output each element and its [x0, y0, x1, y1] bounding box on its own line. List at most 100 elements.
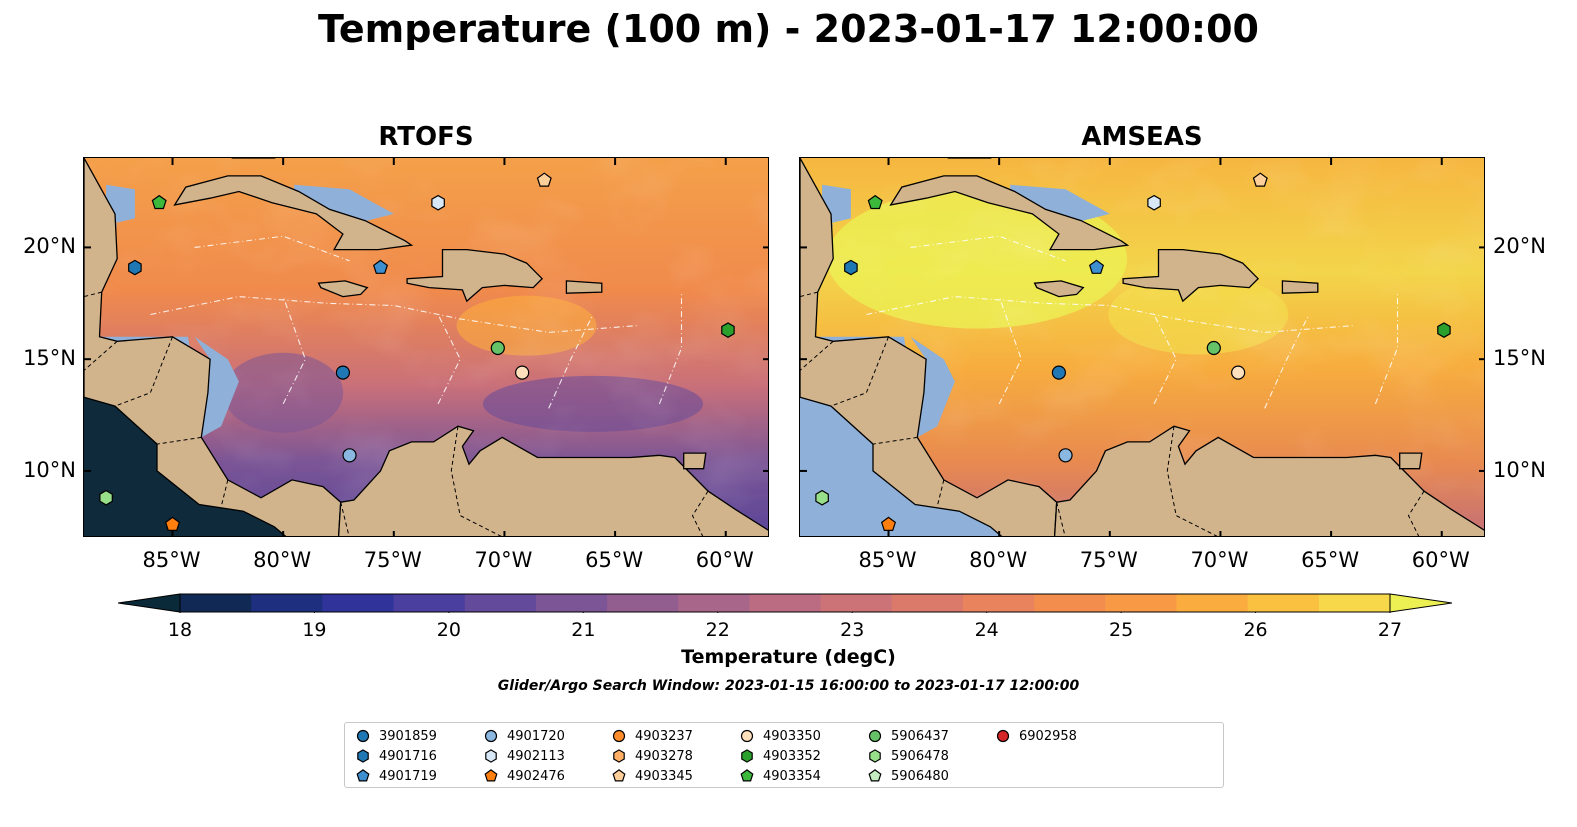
lon-tick-label: 70°W: [1190, 548, 1249, 572]
legend-marker-pentagon[interactable]: [612, 769, 626, 782]
legend-item: 4903345: [611, 766, 693, 786]
colorbar-tick-label: 25: [1109, 619, 1134, 641]
search-window-text: Glider/Argo Search Window: 2023-01-15 16…: [497, 678, 1080, 694]
lat-tick-label-right: 20°N: [1493, 234, 1546, 259]
legend-marker-pentagon[interactable]: [868, 769, 882, 782]
legend-item: 5906480: [867, 766, 949, 786]
colorbar-segment: [962, 594, 1035, 612]
legend-label: 4901719: [379, 768, 437, 784]
legend-marker-circle[interactable]: [996, 729, 1010, 743]
float-marker-4903350[interactable]: [1231, 365, 1246, 380]
panel-title-amseas: AMSEAS: [1081, 122, 1203, 152]
float-marker-4903354[interactable]: [867, 194, 883, 210]
legend-label: 4902476: [507, 768, 565, 784]
lat-tick-label-left: 15°N: [23, 346, 76, 371]
colorbar-tick-label: 27: [1377, 619, 1403, 641]
panel-title-rtofs: RTOFS: [378, 122, 474, 152]
float-marker-3901859[interactable]: [1051, 365, 1067, 380]
legend-label: 5906437: [891, 728, 949, 744]
legend-label: 3901859: [379, 728, 437, 744]
float-marker-4903352[interactable]: [721, 322, 735, 338]
float-marker-4903352[interactable]: [1437, 322, 1451, 338]
lat-tick-label-left: 20°N: [23, 234, 76, 259]
legend-item: 3901859: [355, 726, 437, 746]
float-marker-4901719[interactable]: [1088, 259, 1105, 274]
float-marker-4901716[interactable]: [844, 259, 858, 276]
colorbar-segment: [1247, 594, 1320, 612]
colorbar-tick-label: 24: [974, 619, 999, 641]
float-marker-4901719[interactable]: [372, 259, 389, 274]
colorbar: [117, 593, 1453, 613]
legend-item: 4903354: [739, 766, 821, 786]
colorbar-segment: [1318, 594, 1391, 612]
legend-marker-pentagon[interactable]: [356, 769, 370, 782]
lat-tick-label-right: 15°N: [1493, 346, 1546, 371]
colorbar-segment: [607, 594, 679, 612]
float-marker-4903345[interactable]: [536, 172, 552, 187]
legend-marker-pentagon[interactable]: [740, 769, 754, 782]
legend-marker-circle[interactable]: [484, 729, 498, 743]
colorbar-tick-label: 20: [436, 619, 461, 641]
lon-tick-label: 80°W: [253, 548, 312, 572]
legend-label: 4901720: [507, 728, 565, 744]
colorbar-segment: [1034, 594, 1106, 612]
legend-marker-circle[interactable]: [612, 729, 626, 743]
colorbar-segment: [1176, 594, 1249, 612]
lon-tick-label: 75°W: [1079, 548, 1138, 572]
float-marker-4901716[interactable]: [128, 259, 142, 276]
colorbar-tick-label: 18: [167, 619, 193, 641]
legend-item: 5906437: [867, 726, 949, 746]
colorbar-segment: [1105, 594, 1178, 612]
colorbar-segment: [891, 594, 964, 612]
colorbar-segment: [535, 594, 608, 612]
float-marker-3901859[interactable]: [335, 365, 351, 380]
legend-label: 4903352: [763, 748, 821, 764]
legend-marker-circle[interactable]: [356, 729, 370, 743]
legend-marker-hexagon[interactable]: [869, 749, 881, 763]
legend-marker-hexagon[interactable]: [613, 749, 625, 763]
legend-label: 5906478: [891, 748, 949, 764]
float-marker-5906437[interactable]: [490, 340, 505, 356]
lon-tick-label: 80°W: [969, 548, 1028, 572]
legend-marker-circle[interactable]: [740, 729, 754, 743]
legend-marker-hexagon[interactable]: [741, 749, 753, 763]
float-marker-4903345[interactable]: [1252, 172, 1268, 187]
colorbar-tick-label: 23: [840, 619, 865, 641]
legend-label: 4902113: [507, 748, 565, 764]
lon-tick-label: 70°W: [474, 548, 533, 572]
legend-label: 4901716: [379, 748, 437, 764]
legend-marker-hexagon[interactable]: [357, 749, 369, 763]
colorbar-tick-label: 26: [1243, 619, 1268, 641]
legend-label: 4903345: [635, 768, 693, 784]
colorbar-segment: [251, 594, 323, 612]
colorbar-label: Temperature (degC): [681, 646, 896, 668]
float-marker-4902113[interactable]: [431, 194, 445, 211]
float-marker-5906437[interactable]: [1206, 340, 1221, 356]
float-marker-5906478[interactable]: [815, 489, 829, 506]
float-marker-4903354[interactable]: [151, 194, 167, 210]
float-marker-4902113[interactable]: [1147, 194, 1161, 211]
map-panel-rtofs[interactable]: [83, 157, 769, 537]
legend-label: 4903237: [635, 728, 693, 744]
float-marker-4902476[interactable]: [880, 516, 897, 531]
lon-tick-label: 65°W: [585, 548, 644, 572]
legend-marker-pentagon[interactable]: [484, 769, 498, 782]
colorbar-segment: [820, 594, 893, 612]
float-marker-5906478[interactable]: [99, 489, 113, 506]
float-marker-4902476[interactable]: [164, 516, 181, 531]
lon-tick-label: 85°W: [142, 548, 201, 572]
colorbar-segment: [180, 594, 252, 612]
legend-marker-hexagon[interactable]: [485, 749, 497, 763]
float-marker-4901720[interactable]: [1058, 448, 1073, 463]
colorbar-segment: [678, 594, 751, 612]
legend-marker-circle[interactable]: [868, 729, 882, 743]
legend-item: 4902113: [483, 746, 565, 766]
legend-item: 4901720: [483, 726, 565, 746]
colorbar-tick-label: 22: [705, 619, 730, 641]
legend-label: 4903350: [763, 728, 821, 744]
map-panel-amseas[interactable]: [799, 157, 1485, 537]
colorbar-segment: [464, 594, 537, 612]
float-marker-4901720[interactable]: [342, 448, 357, 463]
float-marker-4903350[interactable]: [515, 365, 530, 380]
lat-tick-label-right: 10°N: [1493, 457, 1546, 482]
